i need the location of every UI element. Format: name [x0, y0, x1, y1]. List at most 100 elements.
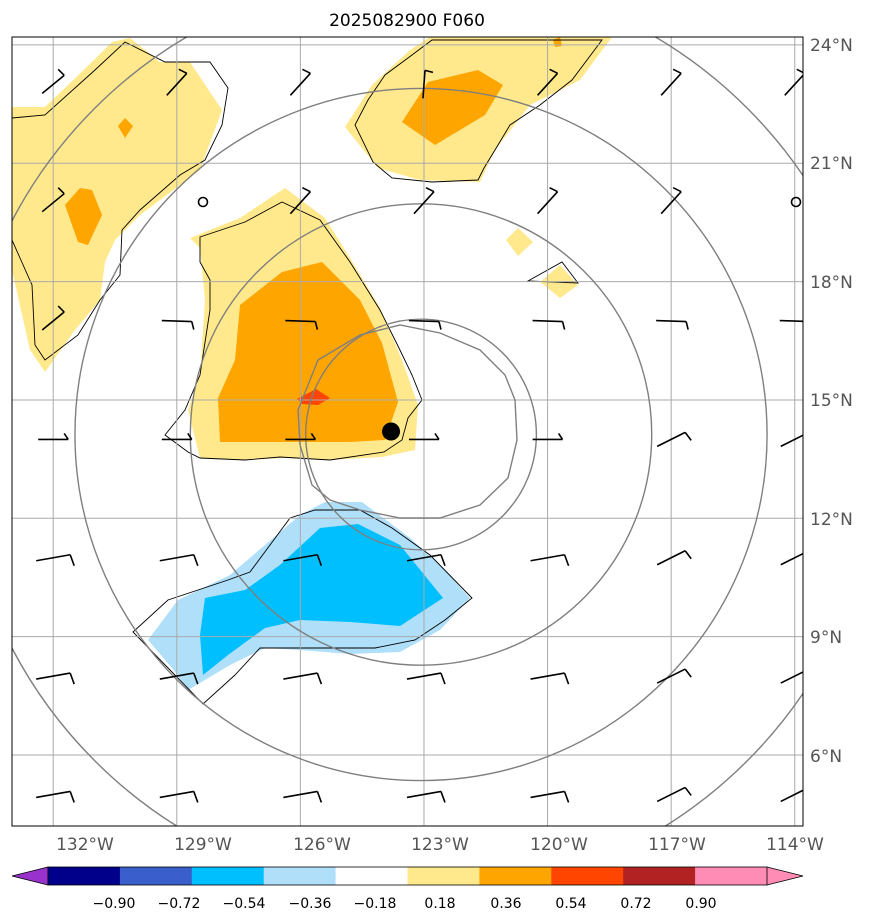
- colorbar-segment: [119, 867, 193, 885]
- barb-shaft: [530, 553, 565, 562]
- barb-flag: [310, 432, 317, 440]
- lat-tick-label: 6°N: [810, 747, 842, 767]
- barb-flag: [809, 432, 815, 440]
- wind-barb: [283, 672, 323, 685]
- barb-flag: [684, 668, 692, 678]
- colorbar-tick-label: −0.72: [158, 896, 201, 912]
- barb-flag: [684, 431, 692, 441]
- calm-wind-circle: [197, 196, 209, 208]
- wind-barb: [285, 432, 317, 441]
- barb-flag: [178, 68, 188, 75]
- barb-shaft: [36, 672, 71, 680]
- barb-flag: [549, 68, 558, 75]
- wind-barb: [780, 789, 803, 803]
- range-ring: [189, 203, 653, 666]
- shading-west-pos1: [12, 38, 222, 372]
- storm-center-marker: [382, 422, 401, 441]
- colorbar-tick-label: 0.72: [620, 896, 651, 912]
- wind-barb: [536, 68, 559, 96]
- colorbar-segment: [48, 867, 121, 885]
- wind-barb: [285, 319, 319, 330]
- colorbar: −0.90 −0.72 −0.54 −0.36 −0.18 0.18 0.36 …: [11, 866, 804, 912]
- barb-shaft: [780, 671, 803, 684]
- colorbar-segment: [695, 867, 768, 885]
- barb-flag: [191, 321, 195, 330]
- colorbar-extend-low: [11, 866, 49, 886]
- barb-shaft: [41, 74, 65, 94]
- barb-flag: [193, 791, 199, 803]
- wind-barb: [406, 553, 446, 567]
- inner-contour: [297, 324, 518, 519]
- lon-tick-label: 117°W: [648, 835, 706, 855]
- barb-shaft: [536, 72, 559, 96]
- wind-barb: [283, 790, 323, 803]
- barb-flag: [302, 186, 311, 193]
- shading-west-pos2: [65, 188, 102, 245]
- barb-flag: [672, 186, 682, 193]
- barb-shaft: [283, 672, 318, 680]
- wind-barb: [289, 186, 311, 215]
- barb-flag: [69, 672, 75, 685]
- shading-central-pos3: [297, 389, 330, 405]
- wind-barb: [656, 786, 692, 803]
- colorbar-tick-label: 0.18: [424, 896, 455, 912]
- barb-shaft: [656, 431, 686, 448]
- barb-flag: [424, 69, 434, 74]
- barb-shaft: [656, 550, 686, 566]
- shading-east-patch1: [506, 228, 533, 256]
- shading-south-neg2: [200, 524, 443, 675]
- wind-barb: [656, 319, 689, 330]
- barb-shaft: [530, 790, 565, 799]
- barb-flag: [57, 305, 65, 313]
- barb-shaft: [159, 672, 194, 680]
- barb-flag: [63, 432, 69, 440]
- barb-flag: [557, 432, 564, 440]
- barb-shaft: [660, 191, 682, 215]
- wind-barb: [780, 669, 815, 684]
- barb-shaft: [41, 311, 65, 331]
- wind-barb: [161, 432, 193, 441]
- outline-north: [354, 39, 603, 183]
- shaded-anomalies: [12, 37, 612, 690]
- barb-flag: [440, 554, 446, 567]
- barb-flag: [193, 554, 199, 567]
- wind-barb: [41, 305, 65, 331]
- barb-shaft: [166, 72, 188, 96]
- barb-flag: [796, 68, 803, 74]
- barb-shaft: [406, 790, 442, 799]
- wind-barb: [656, 668, 692, 684]
- barb-shaft: [285, 319, 316, 323]
- barb-flag: [302, 68, 311, 75]
- wind-barb: [406, 790, 446, 803]
- barb-shaft: [283, 553, 318, 562]
- barb-shaft: [413, 191, 435, 215]
- lat-tick-label: 9°N: [810, 628, 842, 648]
- range-rings: [12, 37, 803, 826]
- wind-barb: [530, 553, 570, 567]
- wind-barb: [780, 552, 803, 566]
- wind-barb: [159, 790, 199, 803]
- barb-flag: [438, 321, 442, 330]
- wind-barb: [656, 550, 692, 566]
- barb-flag: [563, 791, 570, 803]
- barb-flag: [314, 321, 319, 330]
- barb-shaft: [408, 319, 440, 323]
- wind-barb: [660, 186, 682, 215]
- barb-flag: [69, 791, 75, 803]
- colorbar-tick-label: −0.90: [93, 896, 136, 912]
- shading-central-pos2: [218, 262, 398, 442]
- barb-shaft: [289, 72, 311, 96]
- wind-barb: [283, 553, 323, 567]
- barb-shaft: [283, 790, 318, 799]
- wind-barb: [36, 672, 75, 685]
- barb-flag: [434, 432, 440, 440]
- colorbar-segment: [479, 867, 552, 885]
- barb-flag: [316, 554, 323, 567]
- barb-shaft: [406, 553, 442, 562]
- lat-tick-label: 18°N: [810, 273, 853, 293]
- lon-tick-label: 114°W: [766, 835, 824, 855]
- lon-tick-label: 129°W: [174, 835, 232, 855]
- wind-barb: [159, 672, 199, 685]
- lon-tick-label: 132°W: [56, 835, 114, 855]
- barb-flag: [809, 669, 815, 677]
